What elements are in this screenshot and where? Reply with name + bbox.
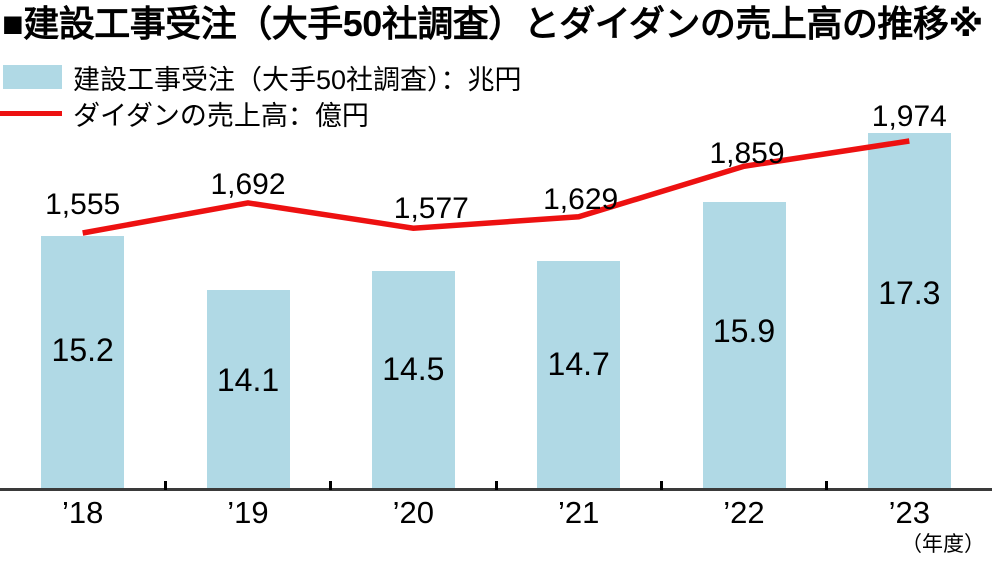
bar-value-label: 17.3 — [878, 275, 941, 312]
x-axis-label: ’22 — [723, 495, 765, 530]
x-axis-tick — [659, 481, 663, 490]
line-value-label: 1,555 — [45, 188, 121, 221]
line-value-label: 1,692 — [210, 167, 286, 201]
x-axis-label: ’21 — [557, 495, 600, 530]
bar-value-label: 15.9 — [712, 313, 776, 350]
x-axis-label: ’19 — [227, 495, 269, 530]
bar-value-label: 14.1 — [216, 362, 280, 399]
bar-23 — [867, 132, 951, 490]
legend-item-line: ダイダンの売上高：億円 — [0, 97, 369, 131]
bar-19 — [206, 290, 290, 490]
line-series-label: ダイダンの売上高：億円 — [73, 100, 369, 131]
x-axis-label: ’20 — [392, 495, 434, 530]
bar-series-swatch — [3, 65, 62, 89]
x-axis-label: ’18 — [61, 495, 104, 530]
line-series-swatch — [0, 110, 62, 116]
x-axis-unit-label: （年度） — [901, 533, 985, 556]
x-axis-tick — [825, 481, 829, 490]
bar-series-label: 建設工事受注（大手50社調査）：兆円 — [73, 64, 522, 95]
line-value-label: 1,974 — [871, 100, 947, 133]
x-axis-label: ’23 — [888, 495, 930, 530]
x-axis-tick — [163, 481, 167, 490]
line-value-label: 1,577 — [393, 192, 469, 226]
bar-21 — [537, 260, 621, 490]
bar-22 — [702, 201, 786, 490]
bar-value-label: 14.5 — [382, 351, 445, 388]
sales-line-path — [82, 138, 910, 236]
line-value-label: 1,859 — [709, 137, 785, 171]
bar-value-label: 14.7 — [547, 345, 610, 382]
bar-20 — [371, 270, 455, 490]
line-value-label: 1,629 — [543, 182, 619, 216]
legend-item-bar: 建設工事受注（大手50社調査）：兆円 — [0, 61, 522, 95]
chart-title: ■建設工事受注（大手50社調査）とダイダンの売上高の推移※ — [2, 3, 983, 44]
bar-value-label: 15.2 — [51, 332, 114, 369]
x-axis-tick — [494, 481, 498, 490]
bar-18 — [41, 236, 125, 490]
x-axis-tick — [329, 481, 333, 490]
